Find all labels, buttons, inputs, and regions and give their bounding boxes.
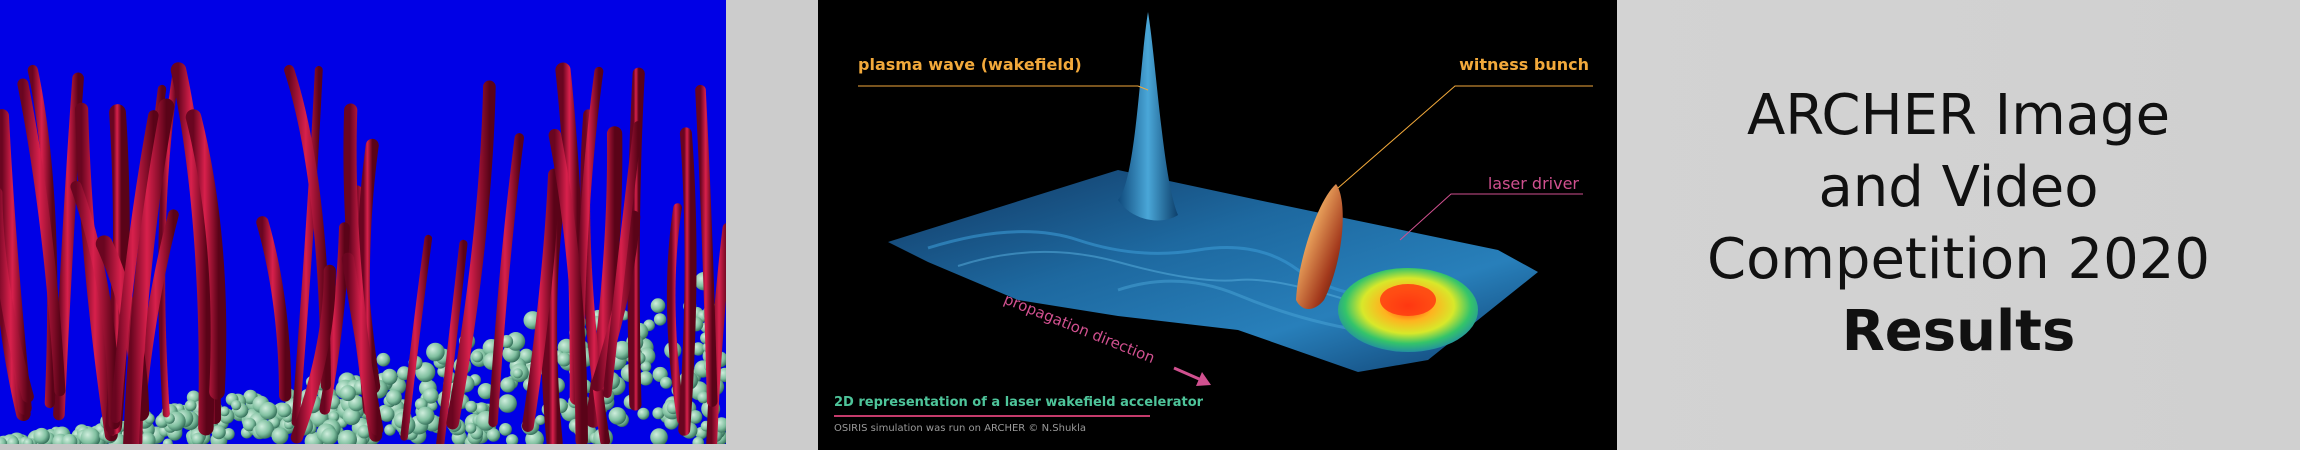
plasma-wave-spike — [1118, 12, 1178, 221]
witness-bunch — [1296, 184, 1343, 309]
witness-bunch-label: witness bunch — [1459, 55, 1589, 74]
propagation-arrow-icon — [1173, 366, 1211, 386]
title-line-3: Competition 2020 — [1706, 227, 2210, 292]
molecular-render-image — [0, 0, 726, 444]
wakefield-caption: 2D representation of a laser wakefield a… — [834, 395, 1204, 410]
tube-layer — [0, 62, 726, 444]
wakefield-image: plasma wave (wakefield) witness bunch la… — [818, 0, 1617, 450]
title-results: Results — [1841, 299, 2076, 364]
title-line-2: and Video — [1818, 155, 2099, 220]
wakefield-graphic — [834, 12, 1593, 417]
title-panel: ARCHER Image and Video Competition 2020 … — [1617, 0, 2300, 450]
laser-driver-label: laser driver — [1487, 174, 1579, 193]
simulation-credit: OSIRIS simulation was run on ARCHER © N.… — [834, 423, 1086, 434]
molecular-render-graphic — [0, 62, 726, 444]
competition-title: ARCHER Image and Video Competition 2020 … — [1617, 80, 2300, 368]
title-line-1: ARCHER Image — [1746, 83, 2171, 148]
plasma-wave-label: plasma wave (wakefield) — [858, 55, 1082, 74]
